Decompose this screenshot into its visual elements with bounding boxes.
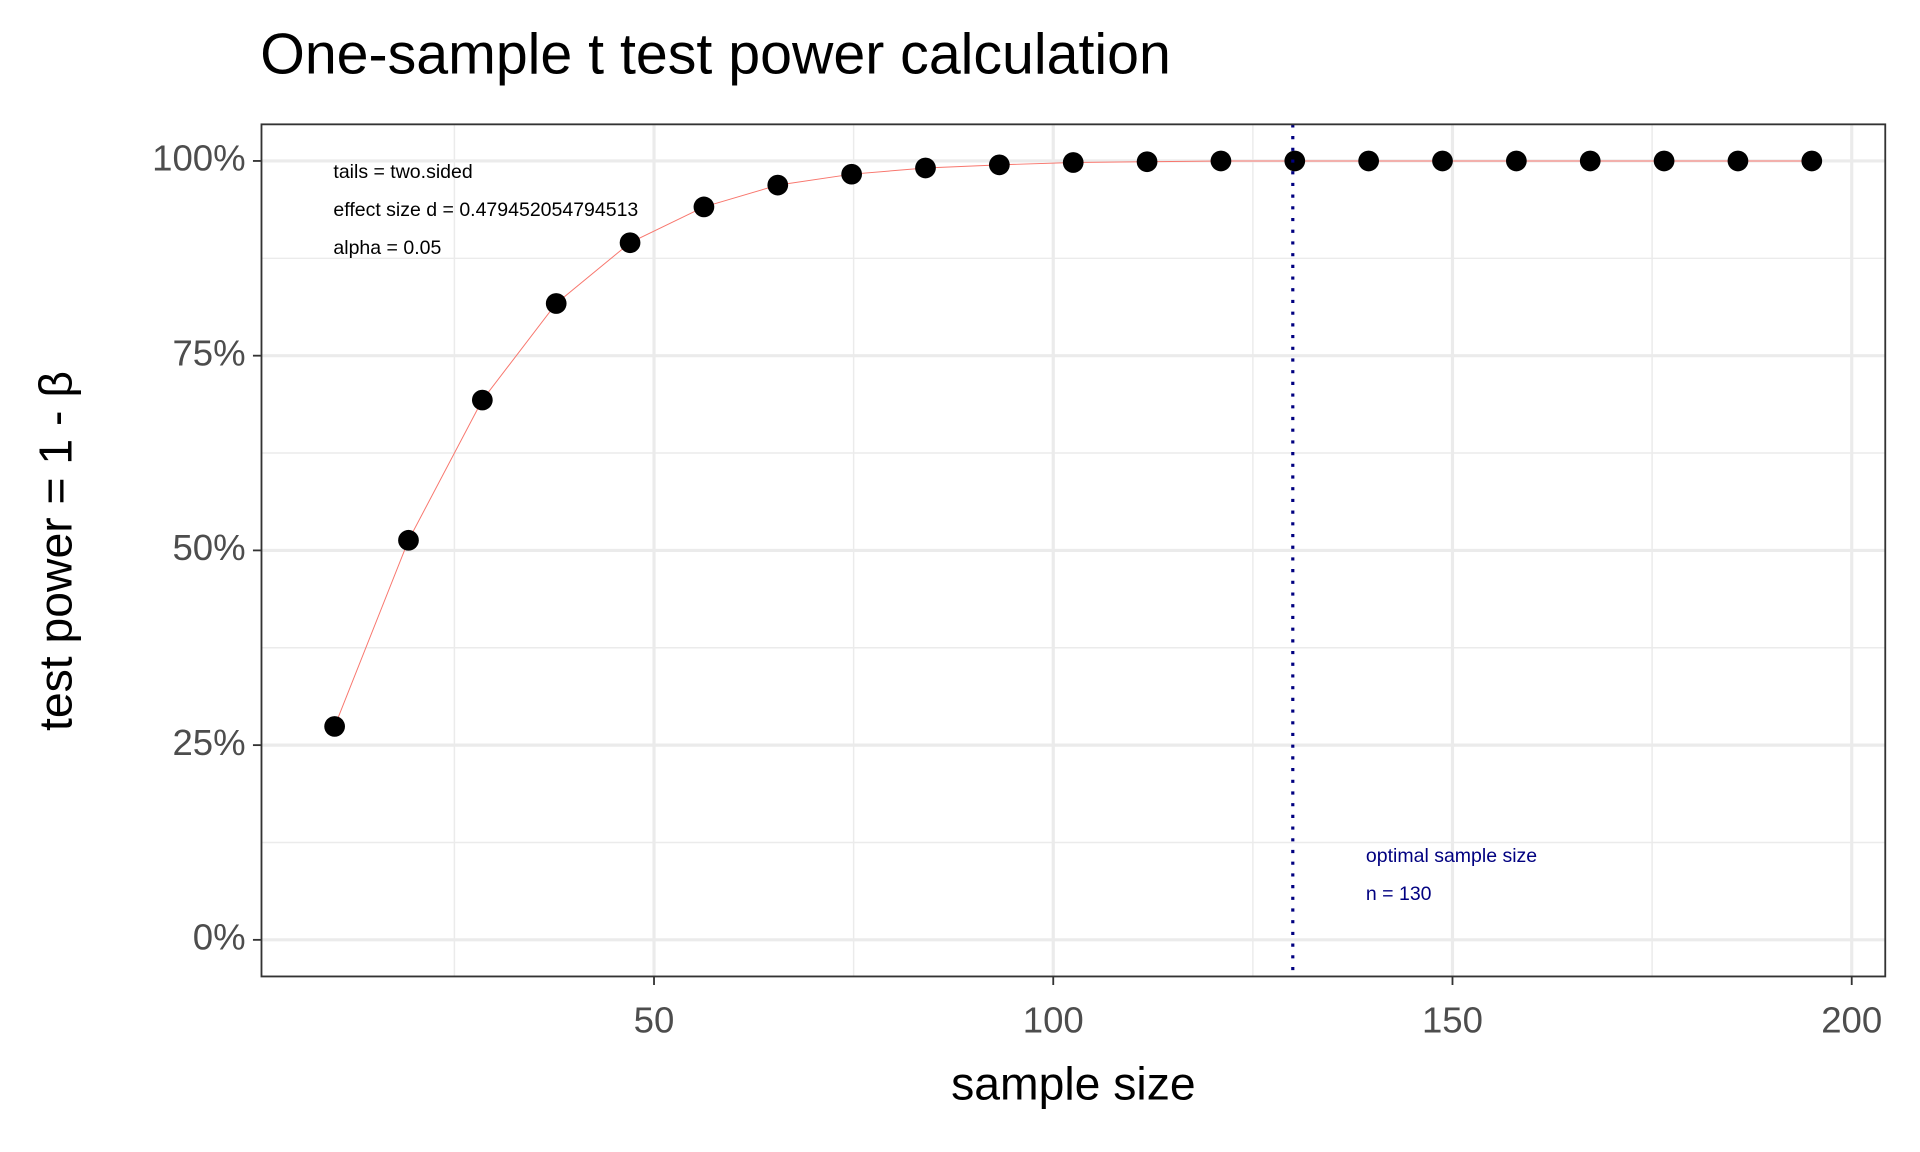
point bbox=[988, 154, 1010, 176]
background bbox=[4, 0, 1916, 1152]
point bbox=[471, 389, 493, 411]
x-tick-label: 150 bbox=[1422, 999, 1483, 1040]
y-tick-label: 75% bbox=[172, 332, 245, 373]
y-tick-label: 100% bbox=[152, 138, 246, 179]
point bbox=[841, 163, 862, 185]
point bbox=[767, 174, 789, 196]
point bbox=[693, 196, 715, 218]
chart-title: One-sample t test power calculation bbox=[260, 23, 1171, 87]
annotation: effect size d = 0.479452054794513 bbox=[333, 199, 638, 221]
point bbox=[1801, 150, 1823, 172]
point bbox=[1062, 152, 1084, 173]
point bbox=[1506, 150, 1527, 172]
point bbox=[398, 529, 419, 551]
point bbox=[1727, 150, 1749, 172]
point bbox=[1284, 150, 1306, 172]
point bbox=[1432, 150, 1453, 172]
point bbox=[915, 157, 936, 179]
vline-annotation: optimal sample size bbox=[1366, 845, 1537, 867]
y-tick-label: 0% bbox=[193, 917, 246, 958]
point bbox=[1358, 150, 1380, 172]
y-tick-label: 50% bbox=[172, 527, 245, 568]
y-tick-label: 25% bbox=[172, 722, 245, 763]
vline-annotation: n = 130 bbox=[1366, 883, 1432, 905]
point bbox=[1653, 150, 1675, 172]
point bbox=[1136, 151, 1158, 173]
point bbox=[545, 293, 567, 314]
panel-border bbox=[260, 123, 1887, 978]
annotation: tails = two.sided bbox=[333, 161, 472, 183]
y-axis-title: test power = 1 - β bbox=[29, 371, 81, 731]
point bbox=[324, 716, 345, 737]
point bbox=[1579, 150, 1601, 172]
annotation: alpha = 0.05 bbox=[333, 237, 441, 259]
x-axis-title: sample size bbox=[951, 1058, 1196, 1110]
point bbox=[1210, 150, 1232, 172]
x-tick-label: 200 bbox=[1821, 999, 1882, 1040]
point bbox=[619, 232, 641, 254]
x-tick-label: 50 bbox=[634, 999, 675, 1040]
x-tick-label: 100 bbox=[1023, 999, 1084, 1040]
